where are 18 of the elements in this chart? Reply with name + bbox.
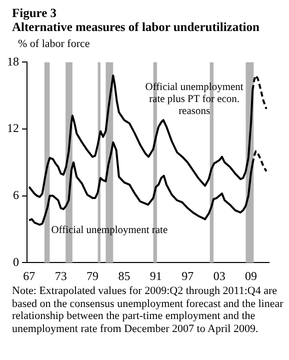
x-tick-label: 97 (182, 268, 194, 283)
x-tick-label: 73 (54, 268, 67, 283)
chart-subtitle: Alternative measures of labor underutilization (12, 20, 260, 34)
chart-title: Figure 3 (12, 6, 57, 20)
series-label: Official unemployment rate (51, 224, 168, 237)
x-tick-label: 67 (23, 268, 36, 283)
x-tick-label: 03 (213, 268, 226, 283)
y-tick-label: 0 (13, 254, 19, 269)
x-tick-label: 91 (150, 268, 162, 283)
y-tick-label: 18 (7, 54, 19, 68)
y-tick-label: 6 (13, 188, 19, 202)
x-tick-label: 85 (118, 268, 130, 283)
series-label: Official unemployment rate plus PT for econ. reasons (144, 82, 244, 118)
text: Note: Extrapolated values for 2009:Q2 through 2011:Q4 are based on the consensus unemployment forecast and the linear relationship between the part-time employment and the unemployment rate from December 2007 to April 2009. (12, 285, 284, 335)
x-tick-label: 09 (245, 268, 258, 283)
y-tick-label: 12 (7, 121, 19, 136)
x-tick-label: 79 (86, 268, 99, 283)
y-axis-title: % of labor force (18, 38, 90, 50)
